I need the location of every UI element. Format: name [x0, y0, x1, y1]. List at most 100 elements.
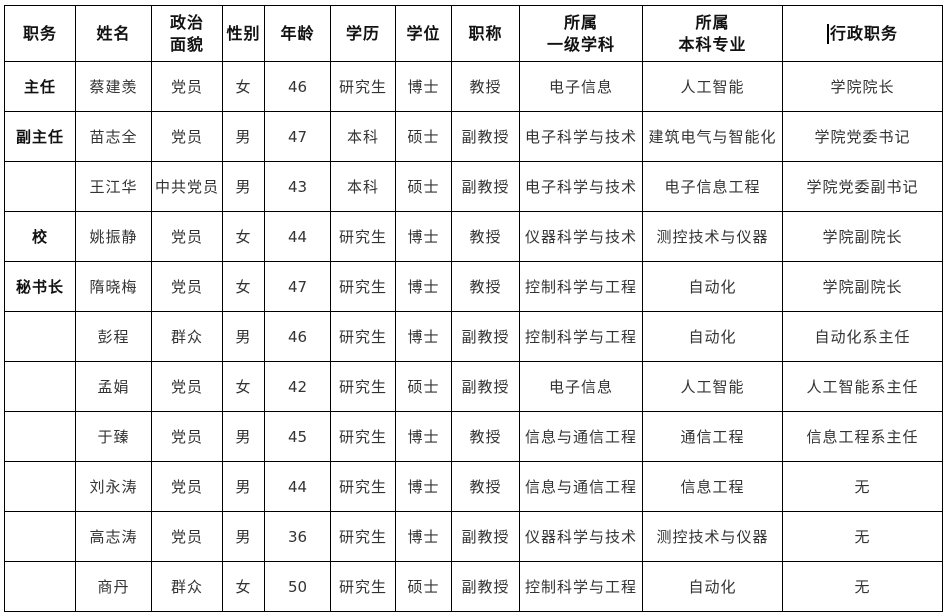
- header-major: 所属 本科专业: [642, 5, 783, 62]
- header-position: 职务: [4, 5, 76, 62]
- cell-education: 研究生: [330, 461, 396, 512]
- header-admin-role: 行政职务: [782, 5, 943, 62]
- header-text: 面貌: [169, 34, 204, 54]
- cell-degree: 博士: [395, 511, 452, 562]
- header-text: 一级学科: [546, 34, 615, 54]
- cell-age: 45: [264, 411, 331, 462]
- cell-admin-role: 无: [782, 511, 943, 562]
- cell-major: 自动化: [642, 561, 783, 612]
- cell-gender: 男: [222, 161, 265, 212]
- header-text: 所属: [563, 12, 598, 32]
- cell-education: 本科: [330, 111, 396, 162]
- cell-admin-role: 学院院长: [782, 61, 943, 112]
- cell-age: 46: [264, 311, 331, 362]
- cell-degree: 博士: [395, 61, 452, 112]
- cell-major: 测控技术与仪器: [642, 511, 783, 562]
- cell-discipline: 控制科学与工程: [519, 261, 643, 312]
- table-row: 校姚振静 党员女 44 研究生 博士 教授 仪器科学与技术 测控技术与仪器 学院副院长: [4, 211, 943, 262]
- table-row: 秘书长 隋晓梅 党员女 47 研究生 博士 教授 控制科学与工程 自动化 学院副院长: [4, 261, 943, 312]
- cell-title: 教授: [451, 61, 520, 112]
- header-education: 学历: [330, 5, 396, 62]
- cell-gender: 女: [222, 211, 265, 262]
- cell-age: 46: [264, 61, 331, 112]
- header-text: 行政职务: [829, 23, 898, 43]
- cell-discipline: 电子科学与技术: [519, 111, 643, 162]
- cell-education: 研究生: [330, 211, 396, 262]
- cell-position: [4, 561, 76, 612]
- cell-education: 本科: [330, 161, 396, 212]
- cell-degree: 博士: [395, 411, 452, 462]
- cell-education: 研究生: [330, 311, 396, 362]
- cell-major: 人工智能: [642, 361, 783, 412]
- cell-gender: 女: [222, 361, 265, 412]
- cell-position: [4, 411, 76, 462]
- cell-name: 孟娟: [75, 361, 152, 412]
- cell-position: 秘书长: [4, 261, 76, 312]
- cell-title: 教授: [451, 461, 520, 512]
- cell-name: 王江华: [75, 161, 152, 212]
- cell-gender: 男: [222, 461, 265, 512]
- cell-education: 研究生: [330, 361, 396, 412]
- cell-title: 副教授: [451, 111, 520, 162]
- cell-major: 自动化: [642, 261, 783, 312]
- cell-admin-role: 学院副院长: [782, 211, 943, 262]
- cell-admin-role: 信息工程系主任: [782, 411, 943, 462]
- cell-major: 人工智能: [642, 61, 783, 112]
- cell-name: 高志涛: [75, 511, 152, 562]
- header-text: 性别: [226, 23, 261, 43]
- cell-admin-role: 人工智能系主任: [782, 361, 943, 412]
- cell-political-status: 群众: [151, 561, 223, 612]
- cell-major: 电子信息工程: [642, 161, 783, 212]
- cell-name: 苗志全: [75, 111, 152, 162]
- cell-title: 教授: [451, 261, 520, 312]
- cell-name: 商丹: [75, 561, 152, 612]
- cell-discipline: 电子科学与技术: [519, 161, 643, 212]
- cell-degree: 硕士: [395, 361, 452, 412]
- cell-major: 建筑电气与智能化: [642, 111, 783, 162]
- cell-age: 50: [264, 561, 331, 612]
- cell-title: 教授: [451, 411, 520, 462]
- cell-discipline: 电子信息: [519, 61, 643, 112]
- cell-title: 教授: [451, 211, 520, 262]
- cell-political-status: 群众: [151, 311, 223, 362]
- cell-political-status: 党员: [151, 111, 223, 162]
- header-age: 年龄: [264, 5, 331, 62]
- cell-gender: 男: [222, 311, 265, 362]
- cell-gender: 男: [222, 411, 265, 462]
- table-row: 刘永涛 党员男 44 研究生 博士 教授 信息与通信工程 信息工程无: [4, 461, 943, 512]
- cell-discipline: 控制科学与工程: [519, 561, 643, 612]
- cell-name: 于臻: [75, 411, 152, 462]
- staff-table: 职务 姓名 政治 面貌 性别 年龄 学历 学位 职称 所属 一级学科 所属 本科专业 行政职务 主任 蔡建羡…: [4, 5, 943, 612]
- cell-degree: 博士: [395, 311, 452, 362]
- table-row: 主任 蔡建羡 党员女 46 研究生 博士 教授 电子信息 人工智能 学院院长: [4, 61, 943, 112]
- cell-admin-role: 无: [782, 461, 943, 512]
- cell-name: 蔡建羡: [75, 61, 152, 112]
- table-row: 彭程 群众男 46 研究生 博士 副教授 控制科学与工程 自动化 自动化系主任: [4, 311, 943, 362]
- cell-major: 自动化: [642, 311, 783, 362]
- cell-political-status: 党员: [151, 61, 223, 112]
- cell-political-status: 党员: [151, 461, 223, 512]
- cell-title: 副教授: [451, 561, 520, 612]
- cell-discipline: 控制科学与工程: [519, 311, 643, 362]
- cell-gender: 女: [222, 261, 265, 312]
- cell-title: 副教授: [451, 511, 520, 562]
- cell-degree: 博士: [395, 461, 452, 512]
- header-text: 姓名: [96, 23, 131, 43]
- header-text: 职称: [468, 23, 503, 43]
- cell-title: 副教授: [451, 161, 520, 212]
- cell-title: 副教授: [451, 311, 520, 362]
- cell-position: [4, 461, 76, 512]
- cell-admin-role: 无: [782, 561, 943, 612]
- cell-discipline: 信息与通信工程: [519, 461, 643, 512]
- header-gender: 性别: [222, 5, 265, 62]
- cell-name: 姚振静: [75, 211, 152, 262]
- cell-political-status: 党员: [151, 211, 223, 262]
- table-row: 高志涛 党员男 36 研究生 博士 副教授 仪器科学与技术 测控技术与仪器无: [4, 511, 943, 562]
- header-name: 姓名: [75, 5, 152, 62]
- cell-political-status: 中共党员: [151, 161, 223, 212]
- table-row: 于臻 党员男 45 研究生 博士 教授 信息与通信工程 通信工程 信息工程系主任: [4, 411, 943, 462]
- header-political-status: 政治 面貌: [151, 5, 223, 62]
- cell-admin-role: 学院党委副书记: [782, 161, 943, 212]
- cell-position: 副主任: [4, 111, 76, 162]
- cell-degree: 博士: [395, 211, 452, 262]
